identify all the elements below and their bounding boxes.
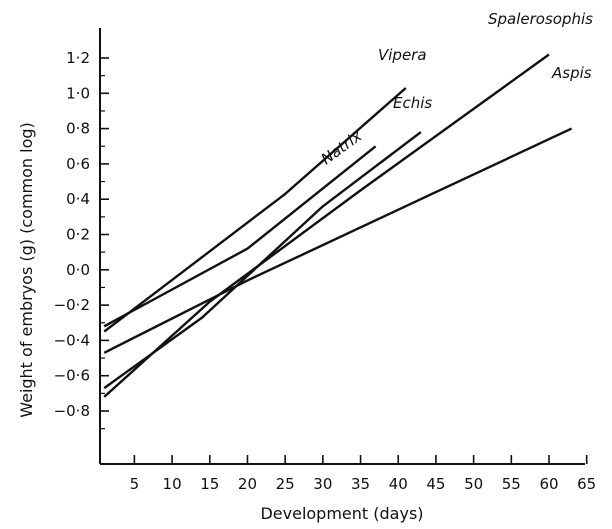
x-tick-label: 45 [426, 475, 445, 493]
x-tick-label: 65 [577, 475, 596, 493]
y-tick-label: −0·2 [54, 296, 90, 314]
series-label-spalerosophis: Spalerosophis [488, 10, 593, 28]
x-tick-label: 55 [502, 475, 521, 493]
x-tick-label: 5 [130, 475, 140, 493]
y-tick-label: 0·0 [66, 261, 90, 279]
series-label-natrix: Natrix [318, 127, 365, 168]
x-tick-label: 20 [238, 475, 257, 493]
y-tick-label: −0·4 [54, 331, 90, 349]
series-labels: Vipera Natrix Echis Spalerosophis Aspis [318, 10, 593, 168]
series-lines [103, 53, 573, 398]
x-tick-label: 40 [389, 475, 408, 493]
x-tick-label: 60 [539, 475, 558, 493]
series-line-natrix [103, 145, 377, 328]
series-line-echis [103, 131, 422, 390]
y-tick-label: 0·6 [66, 155, 90, 173]
y-axis-label: Weight of embryos (g) (common log) [17, 122, 36, 418]
y-tick-label: 0·2 [66, 226, 90, 244]
y-tick-label: 0·8 [66, 120, 90, 138]
series-label-echis: Echis [393, 94, 432, 112]
y-tick-label: 1·0 [66, 84, 90, 102]
series-line-aspis [103, 127, 573, 354]
series-label-vipera: Vipera [378, 46, 427, 64]
y-tick-label: −0·6 [54, 367, 90, 385]
x-tick-label: 30 [313, 475, 332, 493]
x-tick-label: 50 [464, 475, 483, 493]
x-tick-label: 25 [276, 475, 295, 493]
axes: 1·2 1·0 0·8 0·6 0·4 0·2 0·0 −0·2 −0·4 −0·6 −0·8 5 10… [54, 28, 596, 493]
x-axis-label: Development (days) [260, 504, 423, 523]
x-tick-label: 10 [163, 475, 182, 493]
series-line-spalerosophis [103, 53, 550, 398]
y-tick-label: 0·4 [66, 190, 90, 208]
x-tick-label: 15 [200, 475, 219, 493]
series-line-vipera [103, 87, 407, 333]
y-tick-label: 1·2 [66, 49, 90, 67]
y-tick-label: −0·8 [54, 402, 90, 420]
series-label-aspis: Aspis [551, 64, 592, 82]
x-tick-label: 35 [351, 475, 370, 493]
